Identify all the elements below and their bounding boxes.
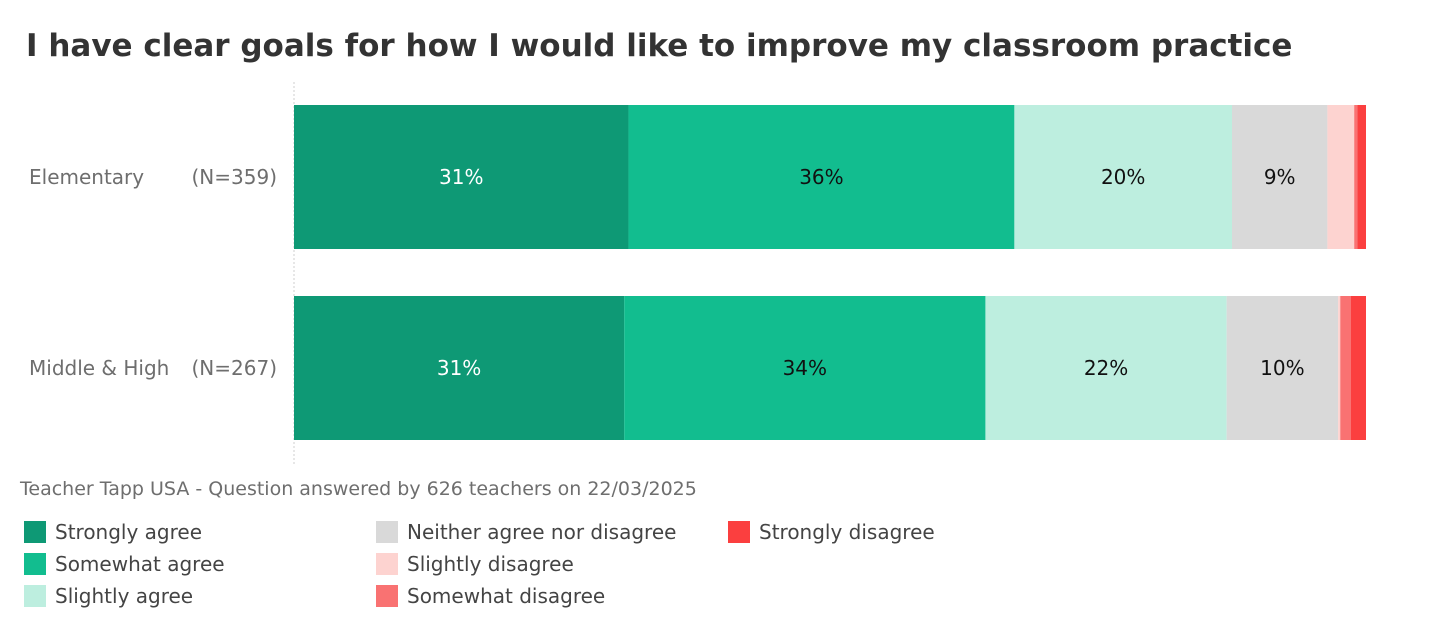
bar-segment [1014, 105, 1232, 249]
sample-size-label: (N=359) [192, 165, 278, 189]
legend-label: Somewhat agree [55, 552, 225, 576]
legend-item: Somewhat disagree [376, 584, 605, 608]
legend-item: Slightly disagree [376, 552, 574, 576]
legend-label: Neither agree nor disagree [407, 520, 677, 544]
legend-swatch [376, 521, 398, 543]
category-label: Elementary [29, 165, 144, 189]
legend-label: Slightly agree [55, 584, 194, 608]
data-label: 9% [1264, 165, 1296, 189]
legend-swatch [24, 521, 46, 543]
bar-segment [294, 296, 625, 440]
data-label: 36% [799, 165, 843, 189]
legend-item: Somewhat agree [24, 552, 225, 576]
data-label: 20% [1101, 165, 1145, 189]
bar-segment [1357, 105, 1366, 249]
bar-segment [1338, 296, 1341, 440]
chart-legend: Strongly agree Somewhat agree Slightly agr… [24, 520, 1024, 620]
data-label: 31% [439, 165, 483, 189]
source-footnote: Teacher Tapp USA - Question answered by … [20, 478, 697, 500]
legend-swatch [376, 585, 398, 607]
data-label: 31% [437, 356, 481, 380]
bar-segment [985, 296, 1227, 440]
chart-title: I have clear goals for how I would like … [26, 28, 1293, 64]
legend-item: Neither agree nor disagree [376, 520, 676, 544]
data-label: 10% [1260, 356, 1304, 380]
bar-segment [1232, 105, 1328, 249]
bar-segment [1354, 105, 1358, 249]
legend-label: Somewhat disagree [407, 584, 606, 608]
legend-swatch [376, 553, 398, 575]
data-label: 34% [783, 356, 827, 380]
stacked-bar-chart: Elementary (N=359) 31% 36% 20% 9% Middle & Hig… [29, 82, 1366, 464]
bar-segment [1350, 296, 1366, 440]
bar-segment [1226, 296, 1339, 440]
legend-swatch [24, 585, 46, 607]
legend-label: Strongly agree [55, 520, 203, 544]
legend-swatch [24, 553, 46, 575]
bar-segment [1327, 105, 1355, 249]
sample-size-label: (N=267) [192, 356, 278, 380]
bar-segment [1340, 296, 1351, 440]
legend-item: Strongly disagree [728, 520, 935, 544]
legend-item: Strongly agree [24, 520, 202, 544]
legend-item: Slightly agree [24, 584, 193, 608]
category-label: Middle & High [29, 356, 169, 380]
bar-segment [628, 105, 1015, 249]
data-label: 22% [1084, 356, 1128, 380]
legend-label: Slightly disagree [407, 552, 574, 576]
legend-label: Strongly disagree [759, 520, 935, 544]
legend-swatch [728, 521, 750, 543]
bar-segment [294, 105, 629, 249]
bar-segment [624, 296, 986, 440]
